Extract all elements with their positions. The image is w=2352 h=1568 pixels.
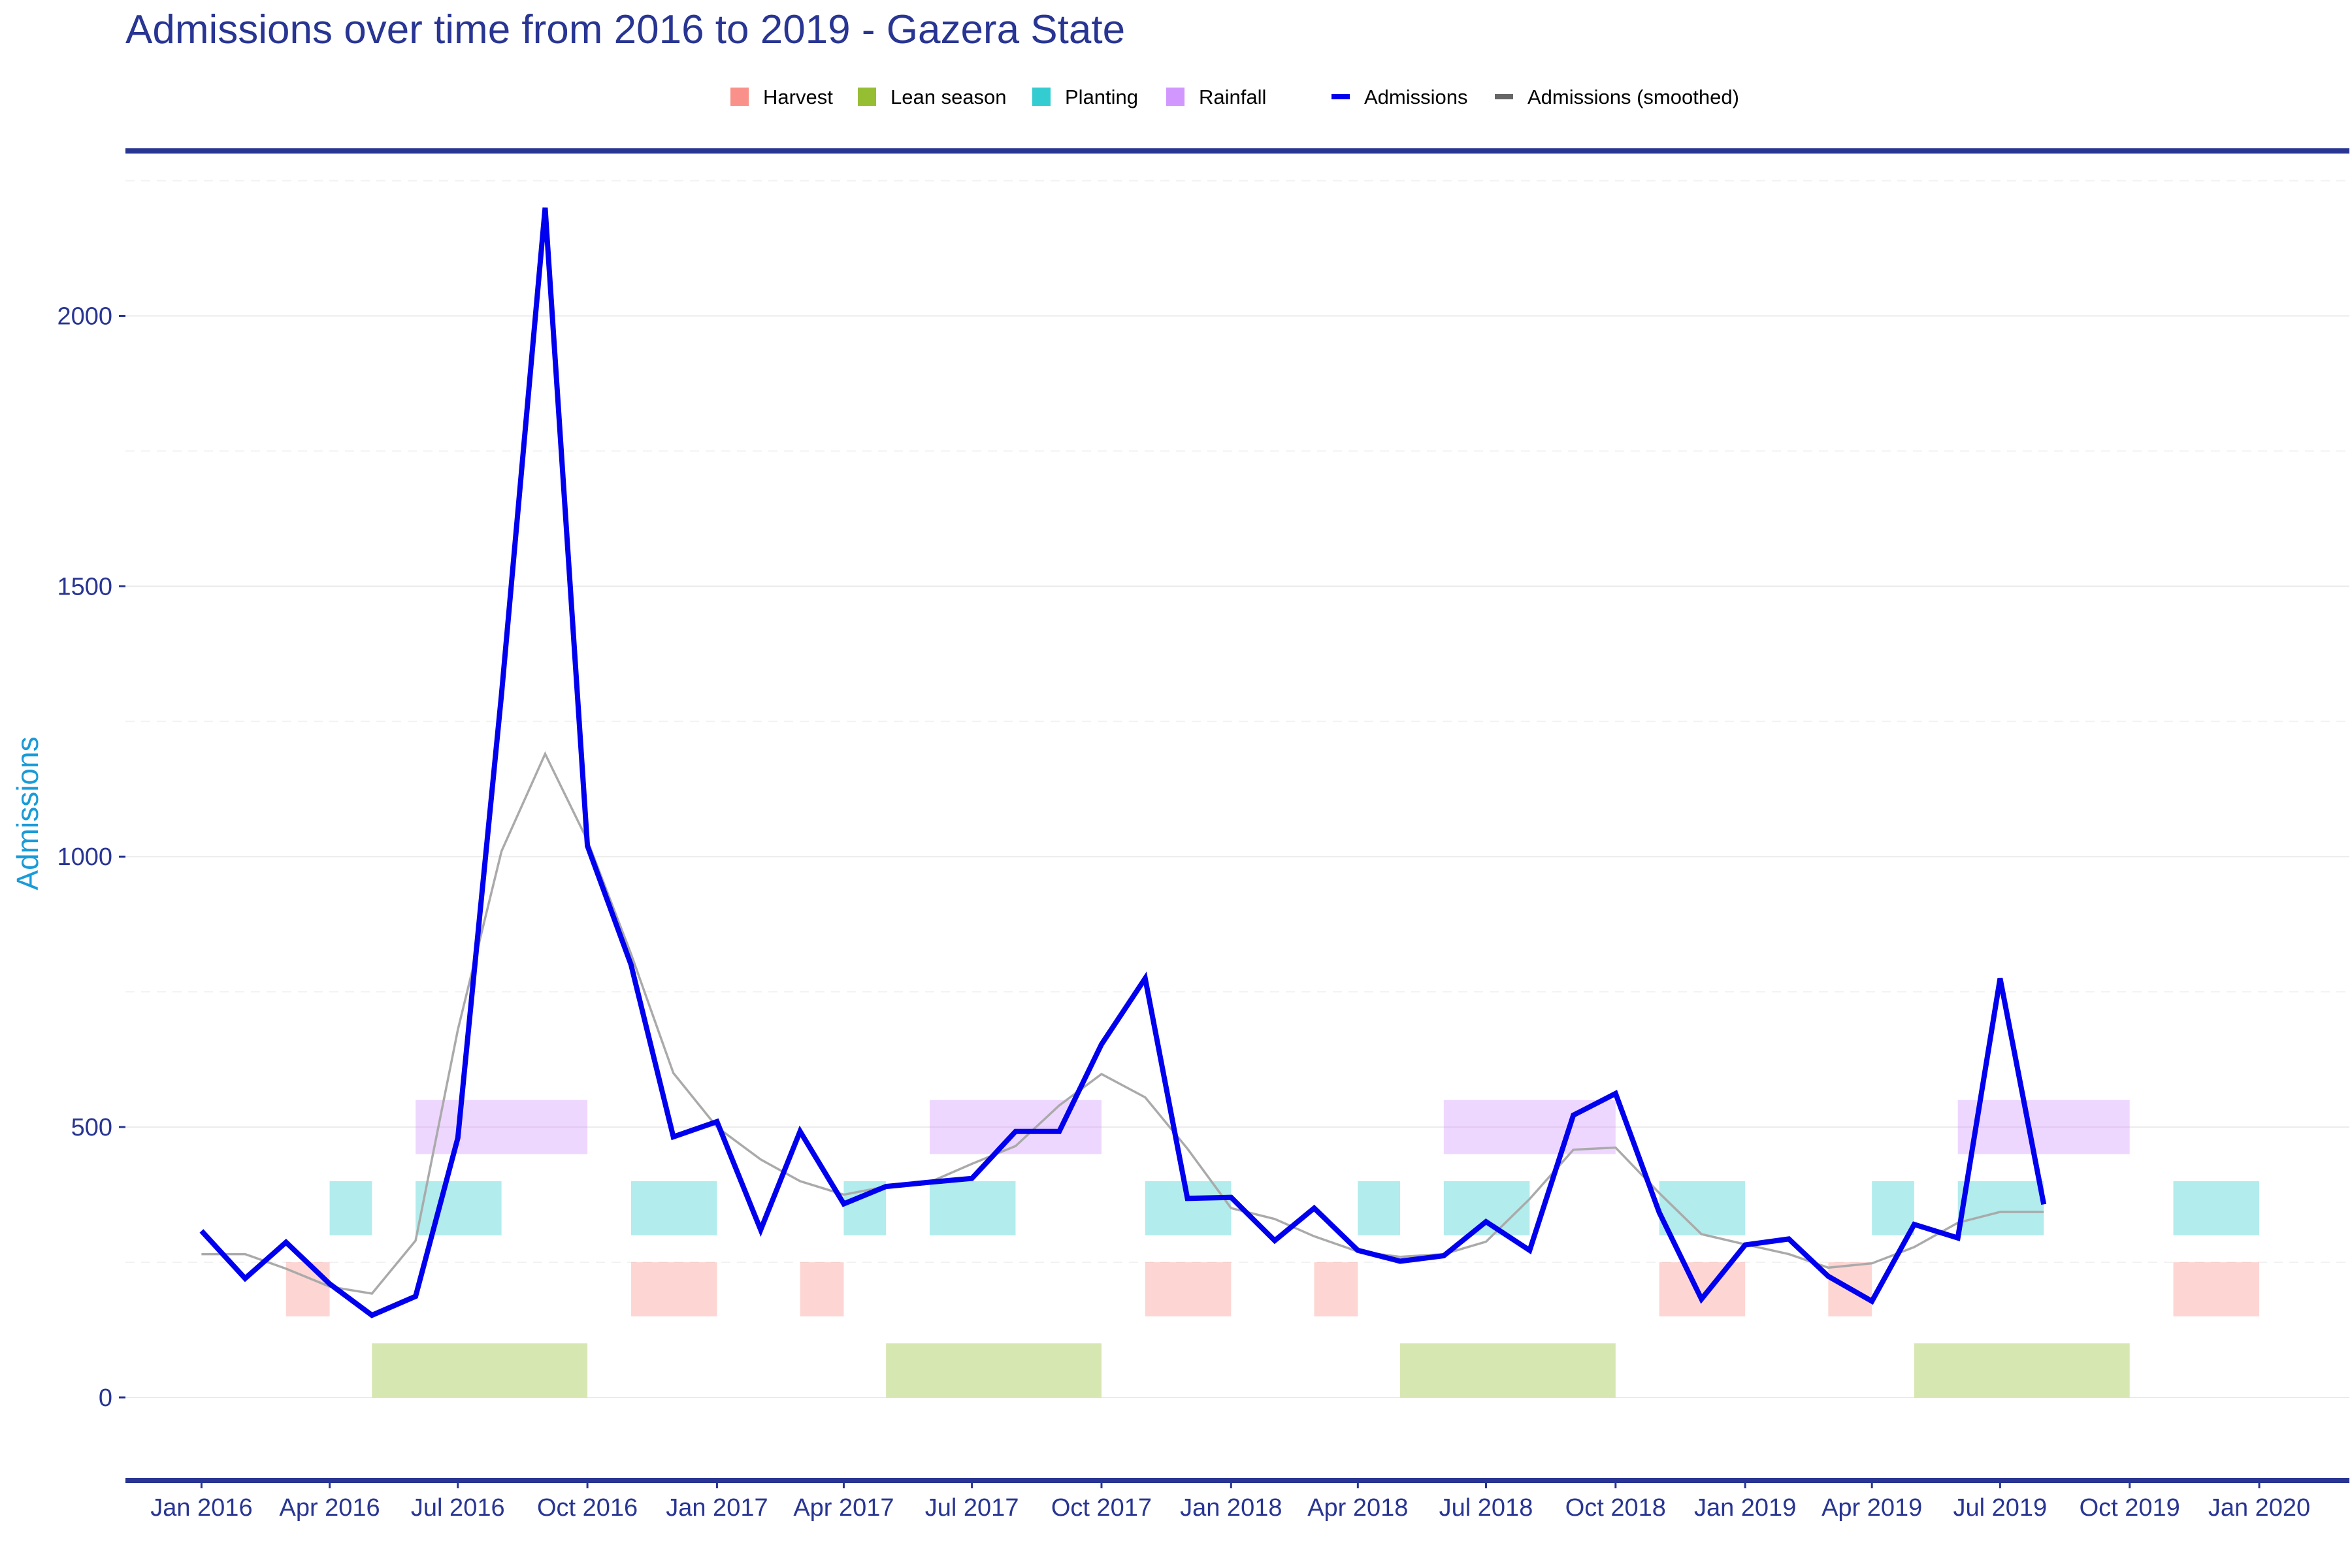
planting-band <box>416 1181 502 1235</box>
planting-band <box>329 1181 372 1235</box>
harvest-band <box>800 1262 844 1316</box>
legend-swatch-planting <box>1032 88 1051 106</box>
y-axis-ticks: 0 500 1000 1500 2000 <box>57 302 125 1412</box>
season-bands <box>286 1100 2260 1397</box>
y-tick-label: 500 <box>71 1114 112 1141</box>
x-tick-label: Apr 2017 <box>793 1494 894 1522</box>
series-lines <box>199 207 2047 1318</box>
planting-band <box>1957 1181 2044 1235</box>
y-tick-label: 1000 <box>57 843 112 871</box>
planting-band <box>630 1181 717 1235</box>
legend-label-harvest: Harvest <box>763 86 833 108</box>
x-tick-label: Oct 2016 <box>537 1494 638 1522</box>
harvest-band <box>1145 1262 1232 1316</box>
x-tick-label: Jan 2019 <box>1694 1494 1796 1522</box>
x-tick-label: Jul 2016 <box>411 1494 505 1522</box>
planting-band <box>1659 1181 1746 1235</box>
y-tick-label: 0 <box>99 1384 112 1412</box>
planting-band <box>929 1181 1016 1235</box>
lean-season-band <box>1399 1343 1616 1397</box>
x-tick-label: Jul 2017 <box>925 1494 1019 1522</box>
x-tick-label: Jan 2017 <box>666 1494 768 1522</box>
legend-label-admissions: Admissions <box>1364 86 1468 108</box>
x-tick-label: Jul 2019 <box>1953 1494 2048 1522</box>
lean-season-band <box>372 1343 588 1397</box>
legend-swatch-rainfall <box>1166 88 1184 106</box>
rainfall-band <box>416 1100 588 1154</box>
x-tick-label: Apr 2018 <box>1307 1494 1408 1522</box>
admissions-line <box>199 207 2047 1318</box>
x-tick-label: Jan 2018 <box>1180 1494 1282 1522</box>
legend-label-planting: Planting <box>1065 86 1138 108</box>
x-tick-label: Oct 2019 <box>2080 1494 2180 1522</box>
x-tick-label: Jan 2020 <box>2208 1494 2310 1522</box>
y-tick-label: 2000 <box>57 302 112 330</box>
planting-band <box>2173 1181 2260 1235</box>
x-tick-label: Apr 2016 <box>279 1494 380 1522</box>
planting-band <box>1872 1181 1914 1235</box>
x-tick-label: Apr 2019 <box>1821 1494 1922 1522</box>
legend-label-lean-season: Lean season <box>890 86 1007 108</box>
gridlines <box>125 180 2349 1398</box>
x-tick-label: Oct 2017 <box>1051 1494 1152 1522</box>
lean-season-band <box>886 1343 1102 1397</box>
legend-label-rainfall: Rainfall <box>1199 86 1266 108</box>
chart-title: Admissions over time from 2016 to 2019 -… <box>125 7 1125 52</box>
plot-frame <box>125 148 2349 1483</box>
harvest-band <box>630 1262 717 1316</box>
x-axis-ticks: Jan 2016 Apr 2016 Jul 2016 Oct 2016 Jan 2017… <box>150 1480 2310 1522</box>
legend: Harvest Lean season Planting Rainfall Admiss… <box>730 86 1739 108</box>
harvest-band <box>1659 1262 1746 1316</box>
x-tick-label: Oct 2018 <box>1565 1494 1666 1522</box>
lean-season-band <box>1914 1343 2130 1397</box>
legend-label-admissions-smoothed: Admissions (smoothed) <box>1527 86 1739 108</box>
harvest-band <box>1314 1262 1358 1316</box>
legend-swatch-harvest <box>730 88 749 106</box>
admissions-smoothed-line <box>201 751 2044 1295</box>
y-tick-label: 1500 <box>57 573 112 600</box>
y-axis-title: Admissions <box>10 736 44 890</box>
x-tick-label: Jan 2016 <box>150 1494 252 1522</box>
planting-band <box>1443 1181 1530 1235</box>
planting-band <box>1358 1181 1400 1235</box>
harvest-band <box>2173 1262 2260 1316</box>
rainfall-band <box>1957 1100 2130 1154</box>
x-tick-label: Jul 2018 <box>1439 1494 1533 1522</box>
legend-swatch-lean-season <box>858 88 876 106</box>
